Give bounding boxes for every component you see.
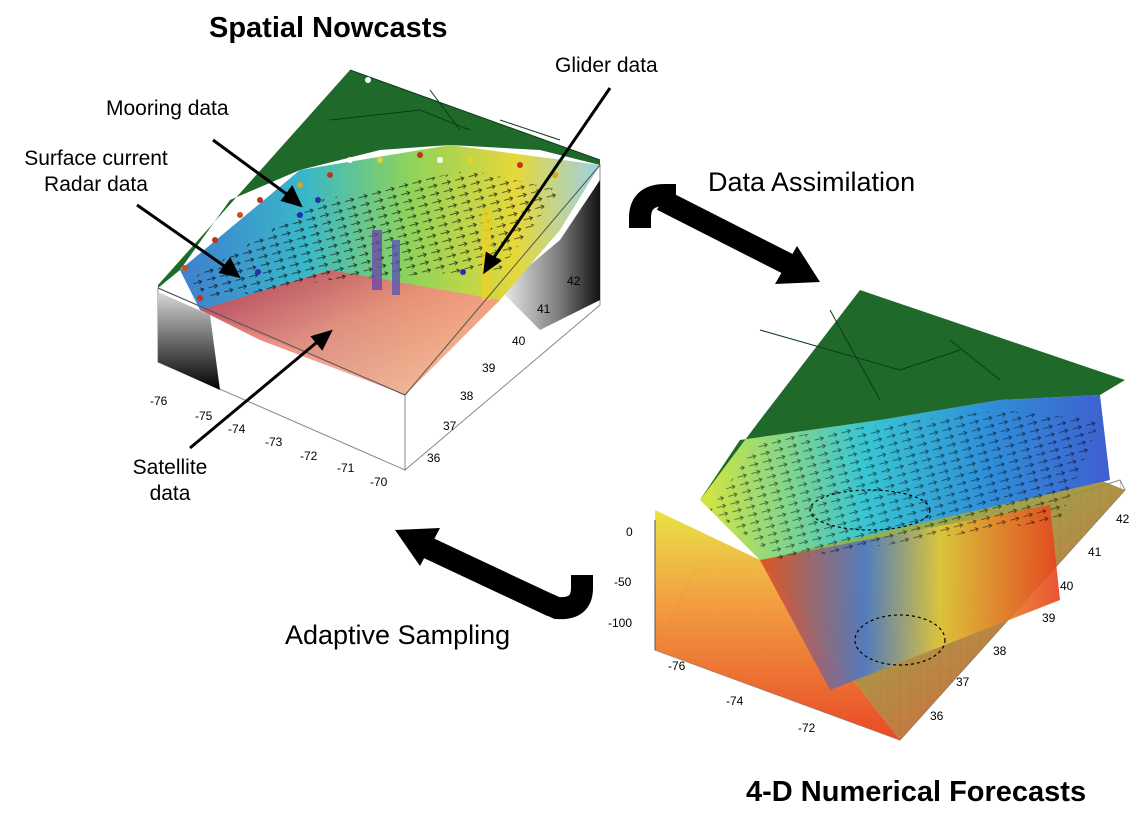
tick-label: -70 [370,475,388,489]
tick-label: 42 [567,274,581,288]
forecast-land [655,290,1125,560]
forecasts-title: 4-D Numerical Forecasts [746,776,1087,808]
tick-label: 36 [427,451,441,465]
mooring-arrowhead [280,185,303,208]
glider-data-label: Glider data [555,54,658,77]
nowcast-glider-curtain [372,230,382,290]
tick-label: 38 [993,644,1007,658]
tick-label: 40 [512,334,526,348]
tick-label: -50 [614,575,632,589]
glider-pointer [488,87,612,264]
spatial-nowcasts-title: Spatial Nowcasts [209,12,448,44]
nowcast-3d-plot: -76 -75 -74 -73 -72 -71 -70 36 37 38 39 … [150,69,601,489]
forecast-3d-plot: 0 -50 -100 -76 -74 -72 36 37 38 39 40 41… [608,290,1130,741]
tick-label: -72 [798,721,816,735]
forecast-lat-ticks: 36 37 38 39 40 41 42 [930,512,1130,723]
nowcast-bathymetry-left [158,292,220,390]
forecast-lon-ticks: -76 -74 -72 [668,659,816,735]
glider-arrowhead [483,251,502,275]
forecast-eddy [854,614,946,666]
nowcast-bathymetry-right [500,180,600,330]
data-assimilation-label: Data Assimilation [708,167,916,197]
forecast-current-vectors [710,410,1100,560]
tick-label: 41 [1088,545,1102,559]
tick-label: 38 [460,389,474,403]
mooring-data-label: Mooring data [106,97,229,120]
tick-label: -72 [300,449,318,463]
tick-label: 0 [626,525,633,539]
tick-label: -100 [608,616,632,630]
tick-label: 37 [443,419,457,433]
satellite-arrowhead [310,329,333,351]
satellite-line2: data [149,482,191,505]
tick-label: -74 [228,422,246,436]
tick-label: -73 [265,435,283,449]
satellite-pointer [189,336,323,450]
surface-current-label: Surface current Radar data [7,146,185,198]
nowcast-mooring-dots [182,77,558,301]
nowcast-lon-ticks: -76 -75 -74 -73 -72 -71 -70 [150,394,388,489]
forecast-eddy [809,489,931,531]
tick-label: 41 [537,302,551,316]
tick-label: 37 [956,675,970,689]
adaptive-sampling-label: Adaptive Sampling [285,620,511,650]
adaptive-sampling-arrow [395,528,593,620]
nowcast-state-borders [329,89,561,141]
tick-label: 36 [930,709,944,723]
tick-label: -76 [668,659,686,673]
mooring-pointer [212,138,293,200]
radar-pointer [136,203,231,272]
tick-label: 39 [1042,611,1056,625]
nowcast-lat-ticks: 36 37 38 39 40 41 42 [427,274,581,465]
satellite-data-label: Satellite data [120,455,220,507]
tick-label: 39 [482,361,496,375]
tick-label: 42 [1116,512,1130,526]
tick-label: 40 [1060,579,1074,593]
nowcast-glider-curtain [392,240,400,295]
surface-current-line1: Surface current [24,147,168,170]
data-assimilation-arrow [629,183,820,284]
callout-arrows [136,87,612,450]
radar-arrowhead [218,257,241,279]
tick-label: -76 [150,394,168,408]
forecast-state-borders [759,309,1001,401]
nowcast-satellite-sst [200,270,500,395]
forecast-depth-ticks: 0 -50 -100 [608,525,633,630]
surface-current-line2: Radar data [44,173,148,196]
satellite-line1: Satellite [132,456,208,479]
tick-label: -75 [195,409,213,423]
tick-label: -71 [337,461,355,475]
nowcast-land [158,70,600,288]
tick-label: -74 [726,694,744,708]
